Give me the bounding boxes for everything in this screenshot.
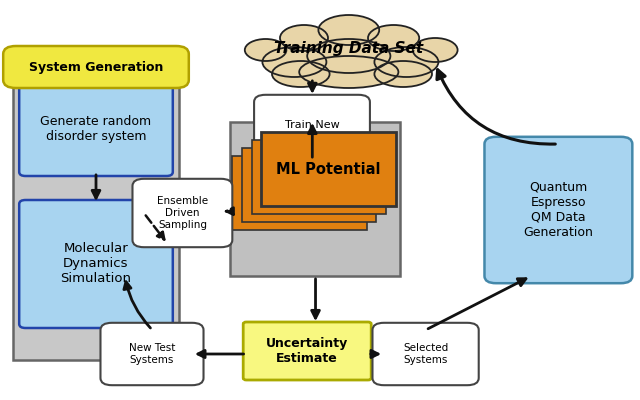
FancyBboxPatch shape: [132, 179, 232, 247]
FancyBboxPatch shape: [252, 140, 386, 214]
FancyArrowPatch shape: [198, 350, 244, 358]
FancyBboxPatch shape: [3, 46, 189, 88]
Text: Generate random
disorder system: Generate random disorder system: [40, 115, 152, 143]
Ellipse shape: [413, 38, 458, 62]
FancyArrowPatch shape: [308, 126, 316, 157]
Text: Train New
Ensemble: Train New Ensemble: [285, 120, 339, 142]
Text: System Generation: System Generation: [29, 60, 163, 74]
FancyArrowPatch shape: [428, 279, 526, 329]
Text: New Test
Systems: New Test Systems: [129, 343, 175, 365]
FancyArrowPatch shape: [226, 208, 234, 215]
FancyArrowPatch shape: [312, 279, 319, 318]
FancyBboxPatch shape: [261, 132, 396, 206]
FancyBboxPatch shape: [254, 95, 370, 167]
Text: ML Potential: ML Potential: [282, 154, 337, 162]
Text: Ensemble
Driven
Sampling: Ensemble Driven Sampling: [157, 196, 208, 230]
FancyBboxPatch shape: [230, 122, 400, 276]
FancyBboxPatch shape: [484, 137, 632, 283]
FancyArrowPatch shape: [146, 215, 164, 240]
Text: Quantum
Espresso
QM Data
Generation: Quantum Espresso QM Data Generation: [524, 181, 593, 239]
Text: ML Potential: ML Potential: [272, 162, 327, 170]
Text: Training Data Set: Training Data Set: [274, 41, 424, 56]
Ellipse shape: [307, 39, 390, 73]
FancyBboxPatch shape: [19, 200, 173, 328]
Ellipse shape: [374, 61, 432, 87]
FancyArrowPatch shape: [92, 175, 100, 198]
Text: Uncertainty
Estimate: Uncertainty Estimate: [266, 337, 348, 365]
FancyBboxPatch shape: [19, 82, 173, 176]
Ellipse shape: [244, 39, 287, 61]
Ellipse shape: [272, 61, 330, 87]
Ellipse shape: [262, 47, 326, 77]
Text: Selected
Systems: Selected Systems: [403, 343, 448, 365]
Ellipse shape: [319, 15, 379, 45]
FancyBboxPatch shape: [243, 322, 371, 380]
FancyArrowPatch shape: [437, 70, 556, 144]
FancyArrowPatch shape: [308, 81, 316, 91]
Text: ML Potential: ML Potential: [276, 162, 381, 176]
Ellipse shape: [368, 25, 419, 51]
FancyArrowPatch shape: [124, 282, 150, 328]
FancyBboxPatch shape: [100, 323, 204, 385]
FancyBboxPatch shape: [242, 148, 376, 222]
FancyBboxPatch shape: [232, 156, 367, 230]
FancyBboxPatch shape: [13, 56, 179, 360]
FancyBboxPatch shape: [372, 323, 479, 385]
Text: Molecular
Dynamics
Simulation: Molecular Dynamics Simulation: [61, 242, 131, 286]
Text: ML Potential: ML Potential: [291, 146, 346, 154]
Ellipse shape: [280, 25, 328, 51]
Ellipse shape: [300, 56, 399, 88]
FancyArrowPatch shape: [371, 350, 378, 358]
Ellipse shape: [374, 47, 438, 77]
